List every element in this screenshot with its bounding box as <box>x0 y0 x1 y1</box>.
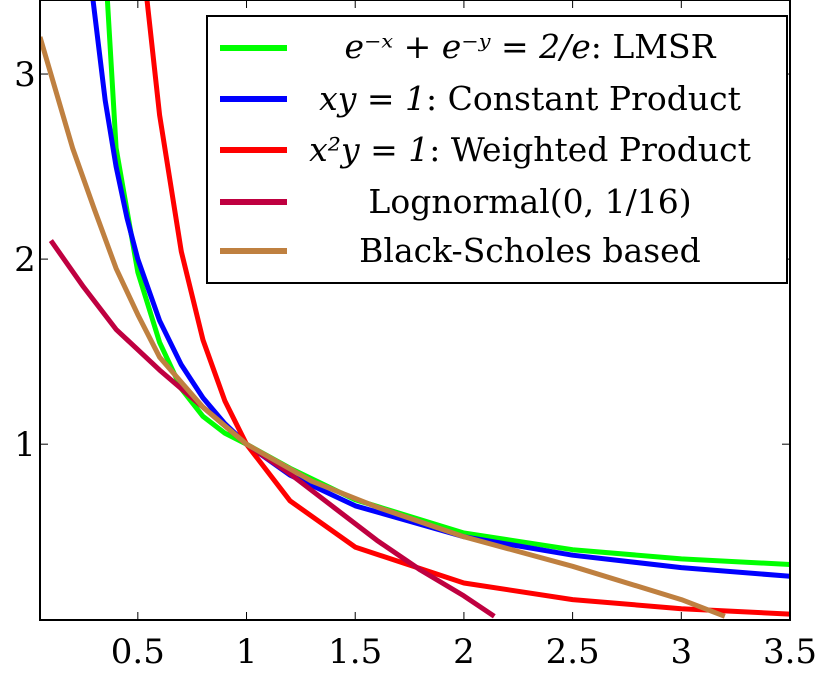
series-line-lmsr <box>104 0 790 567</box>
legend-entry-black-scholes: Black-Scholes based <box>359 231 701 270</box>
x-tick-label: 3.5 <box>763 632 817 672</box>
y-tick-label: 1 <box>14 425 36 465</box>
series-line-constant-product <box>90 0 790 579</box>
legend-label-lognormal: Lognormal(0, 1/16) <box>368 182 691 221</box>
series-line-weighted-product <box>144 0 790 617</box>
y-tick-label: 2 <box>14 240 36 280</box>
x-tick-label: 1.5 <box>328 632 382 672</box>
legend-entry-weighted-product: x²y = 1: Weighted Product <box>309 130 751 169</box>
x-tick-label: 2 <box>453 632 475 672</box>
x-tick-label: 3 <box>670 632 692 672</box>
legend-label-lmsr: : LMSR <box>591 27 717 66</box>
legend-entry-lmsr: e⁻ˣ + e⁻ʸ = 2/e: LMSR <box>344 27 716 66</box>
legend-math-weighted-product: x²y = 1 <box>309 130 429 169</box>
legend-label-black-scholes: Black-Scholes based <box>359 231 701 270</box>
legend: e⁻ˣ + e⁻ʸ = 2/e: LMSR xy = 1: Constant P… <box>206 15 788 284</box>
legend-math-lmsr: e⁻ˣ + e⁻ʸ = 2/e <box>344 27 590 66</box>
legend-label-weighted-product: : Weighted Product <box>429 130 751 169</box>
x-tick-label: 1 <box>236 632 258 672</box>
legend-math-constant-product: xy = 1 <box>319 79 426 118</box>
plot-frame <box>39 0 791 621</box>
y-tick-label: 3 <box>14 55 36 95</box>
x-tick-label: 0.5 <box>111 632 165 672</box>
series-line-lognormal <box>48 239 496 619</box>
series-layer <box>40 0 790 619</box>
legend-box <box>206 15 788 284</box>
legend-entry-lognormal: Lognormal(0, 1/16) <box>368 182 691 221</box>
series-line-black-scholes <box>40 36 726 619</box>
x-tick-label: 2.5 <box>546 632 600 672</box>
legend-entry-constant-product: xy = 1: Constant Product <box>319 79 741 118</box>
ticks-layer: 0.5 1 1.5 2 2.5 3 3.5 1 2 3 <box>14 0 817 672</box>
legend-label-constant-product: : Constant Product <box>426 79 741 118</box>
